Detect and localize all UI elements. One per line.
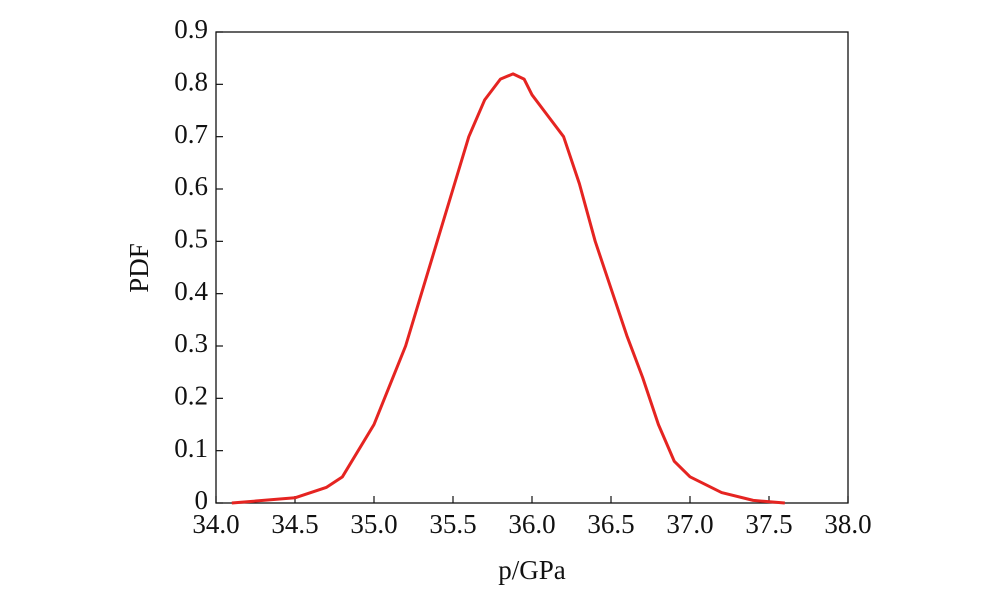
x-axis-label: p/GPa	[498, 555, 566, 585]
plot-frame	[215, 31, 849, 504]
y-tick-label: 0.9	[174, 14, 208, 44]
x-tick-label: 37.5	[745, 509, 792, 539]
y-tick-label: 0.2	[174, 381, 208, 411]
x-tick-label: 36.5	[587, 509, 634, 539]
y-axis-label: PDF	[124, 243, 154, 293]
x-tick-label: 35.5	[429, 509, 476, 539]
x-tick-label: 36.0	[508, 509, 555, 539]
x-tick-label: 34.0	[192, 509, 239, 539]
x-tick-label: 38.0	[824, 509, 871, 539]
y-tick-label: 0.3	[174, 328, 208, 358]
y-tick-label: 0.8	[174, 67, 208, 97]
y-tick-label: 0.6	[174, 171, 208, 201]
x-tick-label: 34.5	[271, 509, 318, 539]
y-tick-label: 0	[195, 485, 209, 515]
y-tick-label: 0.1	[174, 433, 208, 463]
x-tick-label: 35.0	[350, 509, 397, 539]
line-series	[231, 72, 785, 505]
x-tick-label: 37.0	[666, 509, 713, 539]
y-tick-label: 0.5	[174, 224, 208, 254]
y-tick-label: 0.7	[174, 119, 208, 149]
y-tick-label: 0.4	[174, 276, 208, 306]
